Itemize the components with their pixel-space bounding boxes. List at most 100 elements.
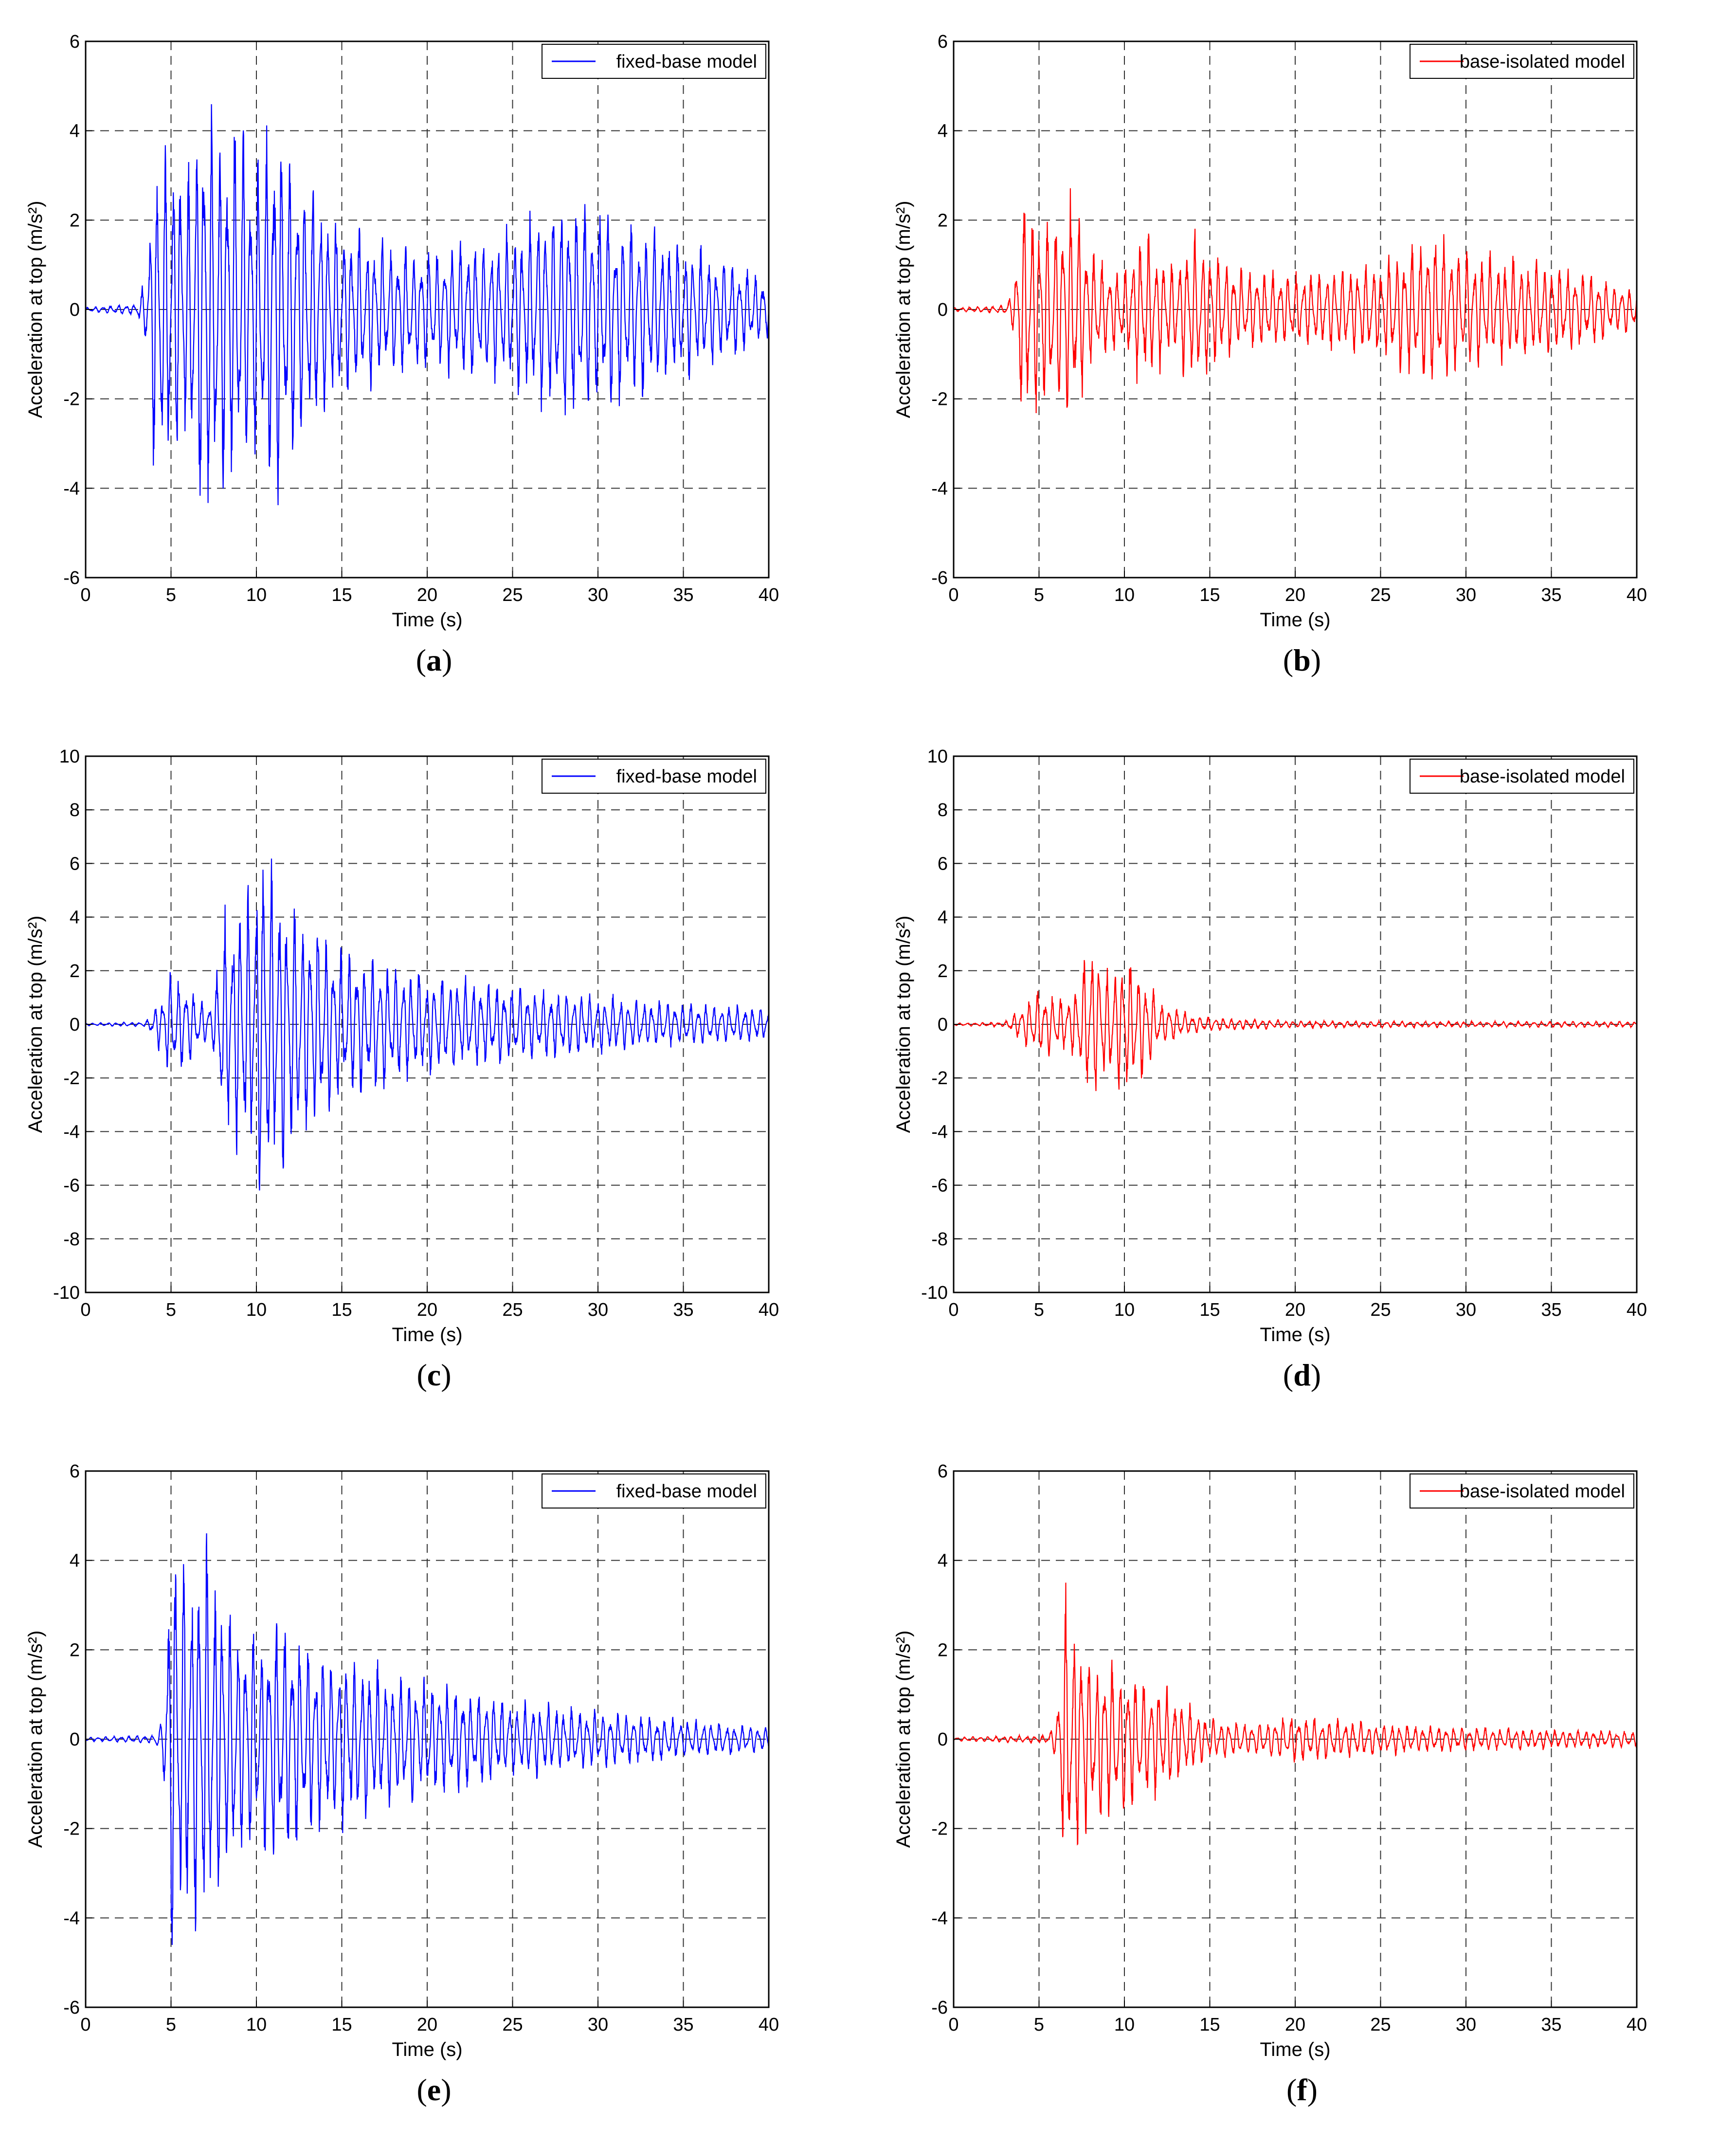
x-tick-label: 30 — [588, 585, 608, 605]
x-tick-label: 5 — [1034, 2015, 1044, 2035]
x-axis-label: Time (s) — [392, 1324, 462, 1345]
chart-panel-a: 0 5 10 15 20 25 30 35 40 -6 -4 -2 0 2 4 6 Time (s) Accele… — [0, 0, 868, 715]
chart-panel-f: 0 5 10 15 20 25 30 35 40 -6 -4 -2 0 2 4 6 Time (s) Accele… — [868, 1430, 1736, 2145]
y-tick-label: 4 — [938, 908, 948, 928]
x-tick-label: 35 — [1541, 1300, 1561, 1320]
y-tick-label: -2 — [931, 1068, 948, 1089]
x-tick-label: 10 — [1114, 585, 1135, 605]
x-tick-label: 20 — [417, 585, 437, 605]
y-tick-label: 8 — [938, 800, 948, 820]
chart-panel-d: 0 5 10 15 20 25 30 35 40 -10 -8 -6 -4 -2 0 2 4 6 8 10 Time (… — [868, 715, 1736, 1430]
legend-label: base-isolated model — [1460, 766, 1625, 787]
series-line — [953, 1582, 1638, 1846]
x-tick-label: 0 — [80, 585, 90, 605]
x-tick-label: 5 — [166, 2015, 176, 2035]
x-tick-label: 25 — [502, 585, 523, 605]
y-axis-label: Acceleration at top (m/s²) — [25, 1631, 46, 1848]
x-tick-label: 35 — [673, 585, 693, 605]
x-tick-label: 5 — [166, 585, 176, 605]
y-tick-label: -6 — [931, 1998, 948, 2018]
y-tick-label: -4 — [931, 1122, 948, 1142]
x-tick-label: 20 — [1285, 2015, 1305, 2035]
series-line — [953, 960, 1637, 1091]
legend-label: fixed-base model — [616, 766, 757, 787]
x-tick-label: 0 — [80, 2015, 90, 2035]
y-tick-label: 4 — [70, 908, 80, 928]
y-tick-label: -2 — [63, 1819, 80, 1839]
y-tick-label: 0 — [938, 1729, 948, 1750]
y-tick-label: -4 — [931, 1908, 948, 1928]
y-axis-label: Acceleration at top (m/s²) — [25, 916, 46, 1133]
y-tick-label: 8 — [70, 800, 80, 820]
y-tick-label: 2 — [70, 1640, 80, 1660]
y-tick-label: -2 — [63, 1068, 80, 1089]
y-tick-label: 2 — [938, 210, 948, 231]
x-tick-label: 10 — [1114, 1300, 1135, 1320]
caption-f: (f) — [1286, 2072, 1318, 2107]
x-tick-label: 40 — [759, 2015, 779, 2035]
y-tick-label: -2 — [931, 389, 948, 410]
y-tick-label: 6 — [70, 32, 80, 52]
y-tick-label: -6 — [63, 568, 80, 588]
x-tick-label: 40 — [1627, 1300, 1647, 1320]
x-tick-label: 5 — [166, 1300, 176, 1320]
x-tick-label: 30 — [588, 2015, 608, 2035]
y-tick-label: -4 — [63, 1908, 80, 1928]
x-tick-label: 40 — [1627, 585, 1647, 605]
x-axis-label: Time (s) — [392, 609, 462, 631]
chart-c: 0 5 10 15 20 25 30 35 40 -10 -8 -6 -4 -2 0 2 4 6 8 10 Time (… — [25, 746, 779, 1345]
y-tick-label: 0 — [70, 1729, 80, 1750]
x-tick-label: 15 — [331, 1300, 352, 1320]
x-tick-label: 35 — [673, 1300, 693, 1320]
x-tick-label: 30 — [1456, 585, 1476, 605]
x-axis-label: Time (s) — [392, 2039, 462, 2060]
series-line — [85, 1533, 770, 1945]
legend-label: fixed-base model — [616, 52, 757, 72]
legend-label: base-isolated model — [1460, 52, 1625, 72]
caption-a: (a) — [416, 643, 452, 677]
y-tick-label: 2 — [70, 210, 80, 231]
y-tick-label: 6 — [70, 854, 80, 874]
x-tick-label: 10 — [246, 585, 267, 605]
x-tick-label: 15 — [331, 2015, 352, 2035]
x-tick-label: 15 — [1199, 1300, 1220, 1320]
x-tick-label: 25 — [1370, 585, 1391, 605]
x-axis-label: Time (s) — [1260, 1324, 1330, 1345]
y-axis-label: Acceleration at top (m/s²) — [893, 1631, 914, 1848]
chart-panel-b: 0 5 10 15 20 25 30 35 40 -6 -4 -2 0 2 4 6 Time (s) Accele… — [868, 0, 1736, 715]
legend-label: base-isolated model — [1460, 1481, 1625, 1502]
chart-f: 0 5 10 15 20 25 30 35 40 -6 -4 -2 0 2 4 6 Time (s) Accele… — [893, 1461, 1647, 2060]
y-tick-label: -6 — [931, 1176, 948, 1196]
y-tick-label: -2 — [931, 1819, 948, 1839]
y-tick-label: 2 — [938, 1640, 948, 1660]
x-tick-label: 10 — [1114, 2015, 1135, 2035]
x-tick-label: 25 — [1370, 2015, 1391, 2035]
y-tick-label: -6 — [931, 568, 948, 588]
x-tick-label: 35 — [1541, 2015, 1561, 2035]
y-tick-label: -6 — [63, 1998, 80, 2018]
y-tick-label: -6 — [63, 1176, 80, 1196]
x-tick-label: 0 — [948, 585, 958, 605]
x-tick-label: 35 — [673, 2015, 693, 2035]
x-tick-label: 40 — [759, 1300, 779, 1320]
x-tick-label: 10 — [246, 2015, 267, 2035]
legend-label: fixed-base model — [616, 1481, 757, 1502]
caption-c: (c) — [416, 1358, 452, 1392]
y-tick-label: 4 — [938, 1551, 948, 1571]
y-tick-label: 4 — [70, 1551, 80, 1571]
x-tick-label: 20 — [1285, 1300, 1305, 1320]
x-tick-label: 25 — [502, 1300, 523, 1320]
chart-d: 0 5 10 15 20 25 30 35 40 -10 -8 -6 -4 -2 0 2 4 6 8 10 Time (… — [893, 746, 1647, 1345]
y-tick-label: -8 — [63, 1229, 80, 1250]
series-line — [85, 858, 769, 1191]
x-tick-label: 0 — [948, 2015, 958, 2035]
x-tick-label: 15 — [1199, 2015, 1220, 2035]
x-tick-label: 5 — [1034, 1300, 1044, 1320]
caption-e: (e) — [416, 2072, 452, 2107]
chart-panel-c: 0 5 10 15 20 25 30 35 40 -10 -8 -6 -4 -2 0 2 4 6 8 10 Time (… — [0, 715, 868, 1430]
y-tick-label: -4 — [931, 478, 948, 499]
y-axis-label: Acceleration at top (m/s²) — [25, 201, 46, 418]
y-tick-label: 6 — [938, 1461, 948, 1482]
y-axis-label: Acceleration at top (m/s²) — [893, 201, 914, 418]
caption-b: (b) — [1283, 643, 1321, 677]
